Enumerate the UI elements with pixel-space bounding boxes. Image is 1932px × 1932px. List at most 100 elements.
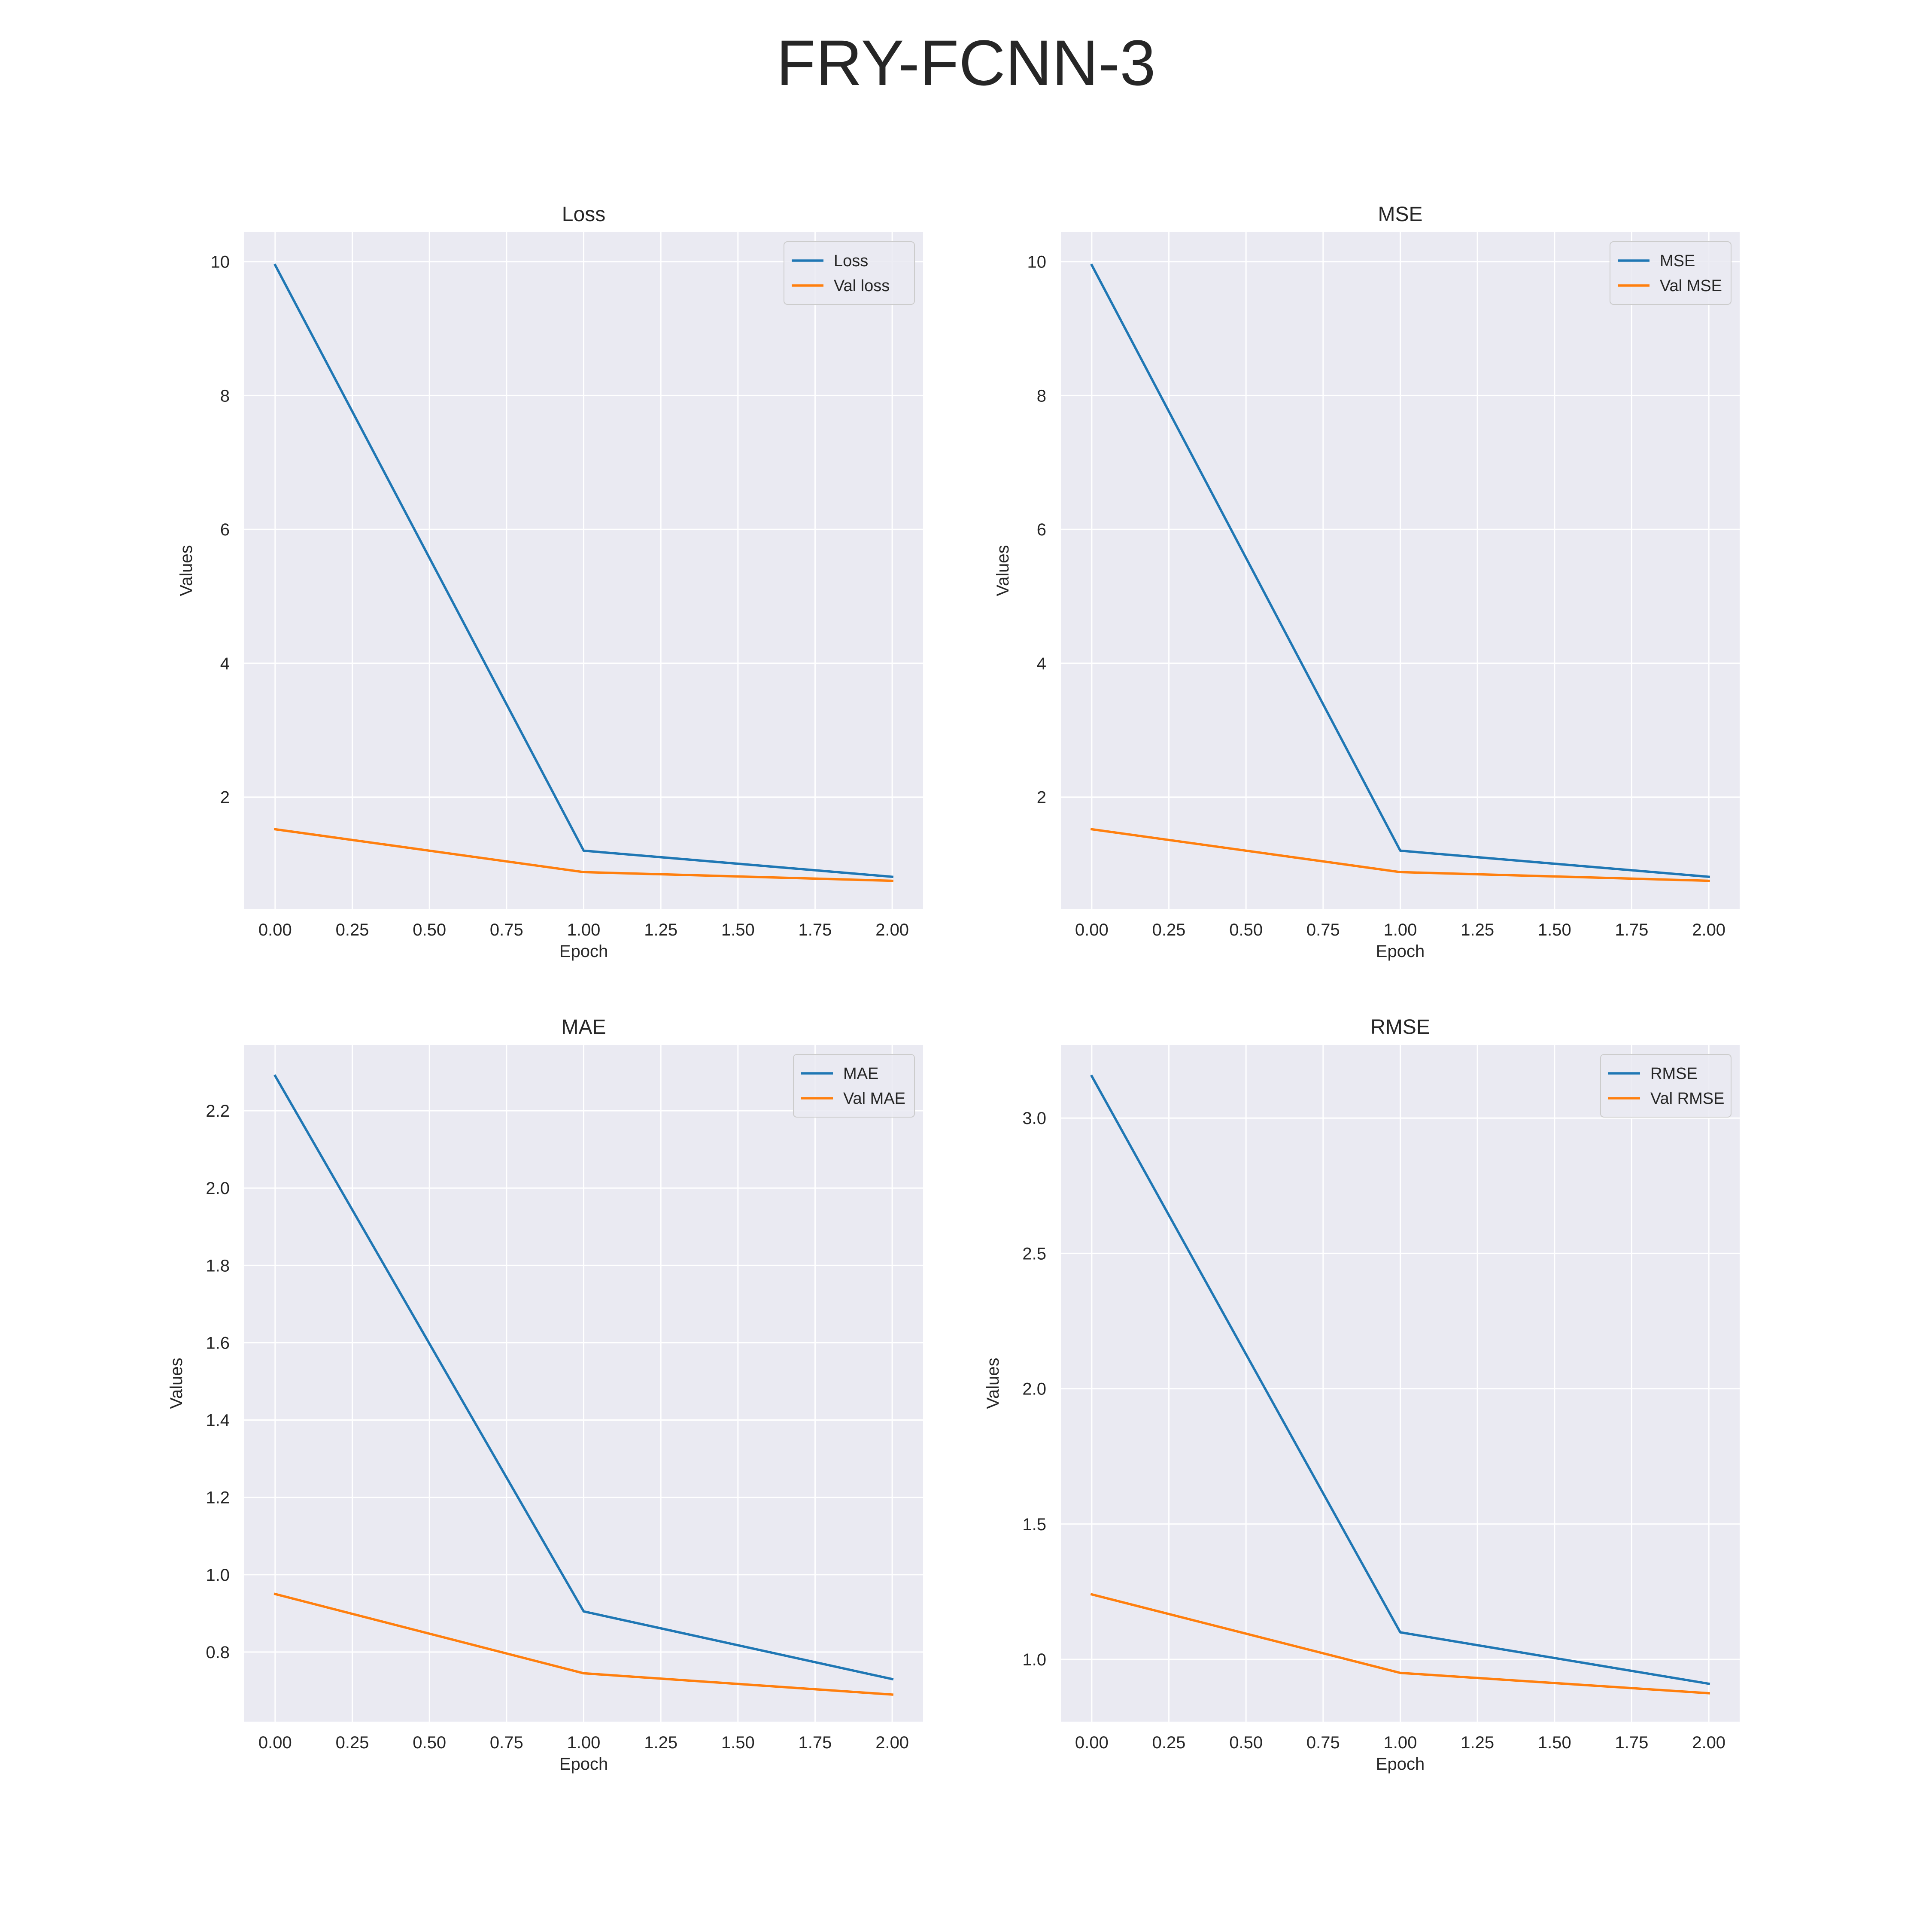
y-tick-label: 10: [211, 253, 230, 272]
legend: MAE Val MAE: [793, 1054, 915, 1118]
legend-label: RMSE: [1650, 1065, 1698, 1083]
x-tick-label: 0.25: [1152, 1733, 1186, 1752]
x-tick-label: 0.50: [413, 920, 446, 939]
legend: RMSE Val RMSE: [1600, 1054, 1732, 1118]
series-line-val-rmse: [1090, 1593, 1710, 1695]
subplot-mse: 0.00 0.25 0.50 0.75 1.00 1.25 1.50 1.75 2.00 2 4 6 8…: [993, 203, 1740, 961]
legend-label: Val MAE: [843, 1090, 905, 1108]
y-tick-label: 2.5: [1022, 1244, 1046, 1263]
y-tick-label: 1.0: [206, 1566, 230, 1585]
legend-label: MAE: [843, 1065, 878, 1083]
series-line-mae: [273, 1074, 894, 1681]
x-axis-label: Epoch: [559, 942, 608, 961]
legend-frame: [793, 1054, 915, 1118]
x-tick-label: 1.50: [721, 1733, 755, 1752]
y-tick-label: 2: [1037, 788, 1046, 807]
x-tick-label: 1.50: [1538, 1733, 1571, 1752]
x-tick-label: 2.00: [1692, 920, 1725, 939]
legend-label: Val MSE: [1660, 277, 1722, 295]
x-tick-label: 0.00: [258, 920, 292, 939]
y-tick-label: 0.8: [206, 1643, 230, 1662]
subplot-grid: 0.00 0.25 0.50 0.75 1.00 1.25 1.50 1.75 2.00 2 4 6 8…: [167, 203, 1740, 1774]
y-tick-label: 2.0: [1022, 1380, 1046, 1399]
x-tick-label: 0.75: [1306, 1733, 1340, 1752]
x-tick-label: 0.75: [1306, 920, 1340, 939]
y-axis-label: Values: [993, 545, 1012, 596]
series-line-val-mse: [1090, 828, 1710, 882]
series-line-val-loss: [273, 828, 893, 882]
y-tick-label: 2.0: [206, 1179, 230, 1198]
y-tick-label: 1.0: [1022, 1650, 1046, 1669]
series-line-loss: [273, 263, 894, 878]
y-axis-label: Values: [177, 545, 196, 596]
subplot-title: RMSE: [1370, 1016, 1430, 1039]
y-tick-label: 4: [1037, 654, 1046, 673]
y-tick-label: 1.5: [1022, 1515, 1046, 1534]
x-tick-label: 0.00: [1075, 920, 1109, 939]
x-tick-label: 0.00: [1075, 1733, 1109, 1752]
series-line-mse: [1090, 263, 1710, 878]
legend: Loss Val loss: [784, 241, 915, 305]
legend: MSE Val MSE: [1610, 241, 1732, 305]
legend-label: Val loss: [834, 277, 890, 295]
y-axis-label: Values: [167, 1358, 186, 1409]
y-tick-label: 6: [220, 520, 230, 539]
x-tick-label: 1.75: [1615, 920, 1649, 939]
y-tick-label: 8: [1037, 386, 1046, 405]
x-tick-label: 2.00: [875, 1733, 909, 1752]
subplot-loss: 0.00 0.25 0.50 0.75 1.00 1.25 1.50 1.75 2.00 2 4 6 8…: [177, 203, 923, 961]
x-tick-label: 1.25: [1461, 1733, 1494, 1752]
x-axis-label: Epoch: [1376, 1755, 1425, 1774]
x-tick-label: 1.25: [644, 1733, 677, 1752]
x-tick-label: 1.50: [1538, 920, 1571, 939]
y-tick-label: 1.6: [206, 1334, 230, 1352]
subplot-rmse: 0.00 0.25 0.50 0.75 1.00 1.25 1.50 1.75 2.00 1.0 1…: [984, 1016, 1740, 1774]
series-line-val-mae: [273, 1592, 894, 1696]
x-axis-label: Epoch: [559, 1755, 608, 1774]
x-tick-label: 0.25: [336, 1733, 369, 1752]
x-tick-label: 1.00: [1384, 920, 1417, 939]
x-tick-label: 0.75: [490, 920, 523, 939]
subplot-title: MAE: [561, 1016, 606, 1039]
y-tick-label: 2.2: [206, 1102, 230, 1121]
legend-label: MSE: [1660, 252, 1695, 270]
x-tick-label: 1.25: [1461, 920, 1494, 939]
x-tick-label: 0.50: [1229, 920, 1263, 939]
x-tick-label: 1.50: [721, 920, 755, 939]
series-line-rmse: [1090, 1074, 1710, 1685]
x-tick-label: 0.50: [1229, 1733, 1263, 1752]
x-tick-label: 1.00: [567, 920, 601, 939]
legend-label: Loss: [834, 252, 868, 270]
x-tick-label: 1.75: [799, 1733, 832, 1752]
subplot-mae: 0.00 0.25 0.50 0.75 1.00 1.25 1.50 1.75 2.00 0.8 1…: [167, 1016, 923, 1774]
x-axis-label: Epoch: [1376, 942, 1425, 961]
y-tick-label: 2: [220, 788, 230, 807]
x-tick-label: 0.25: [1152, 920, 1186, 939]
x-tick-label: 1.25: [644, 920, 677, 939]
subplot-title: MSE: [1378, 203, 1422, 226]
x-tick-label: 2.00: [875, 920, 909, 939]
y-tick-label: 6: [1037, 520, 1046, 539]
legend-frame: [1600, 1054, 1732, 1118]
x-tick-label: 1.00: [1384, 1733, 1417, 1752]
y-tick-label: 3.0: [1022, 1109, 1046, 1128]
legend-label: Val RMSE: [1650, 1090, 1724, 1108]
y-tick-label: 1.2: [206, 1488, 230, 1507]
y-tick-label: 4: [220, 654, 230, 673]
x-tick-label: 0.50: [413, 1733, 446, 1752]
figure-title: FRY-FCNN-3: [776, 27, 1155, 99]
legend-frame: [1610, 241, 1732, 305]
x-tick-label: 0.75: [490, 1733, 523, 1752]
y-tick-label: 1.8: [206, 1256, 230, 1275]
x-tick-label: 0.00: [258, 1733, 292, 1752]
subplot-title: Loss: [562, 203, 605, 226]
x-tick-label: 1.75: [799, 920, 832, 939]
y-tick-label: 8: [220, 386, 230, 405]
y-tick-label: 1.4: [206, 1411, 230, 1430]
x-tick-label: 1.75: [1615, 1733, 1649, 1752]
x-tick-label: 0.25: [336, 920, 369, 939]
x-tick-label: 1.00: [567, 1733, 601, 1752]
legend-frame: [784, 241, 915, 305]
x-tick-label: 2.00: [1692, 1733, 1725, 1752]
